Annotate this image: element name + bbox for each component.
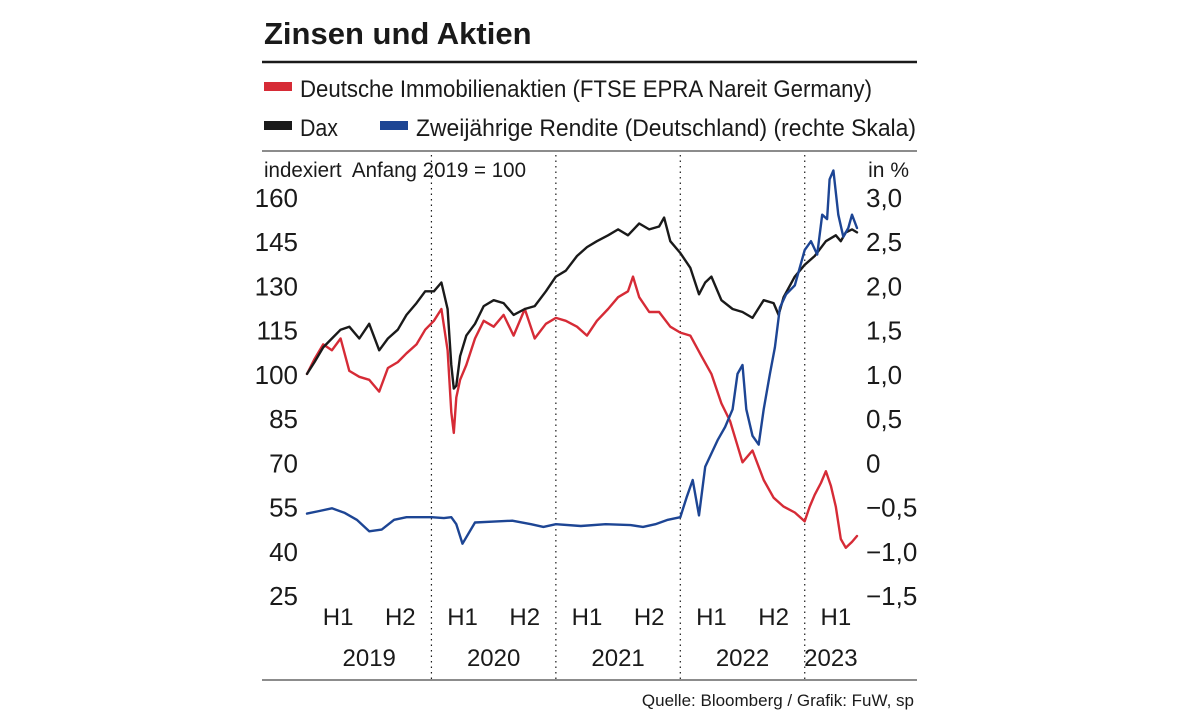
x-axis-labels: H1 H2 H1 H2 H1 H2 H1 H2 H1 2019 2020 2021 2022 2023 xyxy=(323,604,858,672)
x-year-label: 2022 xyxy=(716,645,769,672)
x-half-label: H2 xyxy=(385,604,416,631)
left-tick-label: 160 xyxy=(255,183,298,213)
right-axis-ticks: 3,0 2,5 2,0 1,5 1,0 0,5 0 −0,5 −1,0 −1,5 xyxy=(866,183,917,611)
series-line-immobilien xyxy=(305,275,859,549)
x-half-label: H1 xyxy=(447,604,478,631)
x-year-label: 2023 xyxy=(804,645,857,672)
legend-swatch-rendite xyxy=(380,121,408,130)
x-year-label: 2021 xyxy=(591,645,644,672)
x-half-label: H1 xyxy=(323,604,354,631)
right-tick-label: −1,5 xyxy=(866,581,917,611)
left-tick-label: 115 xyxy=(257,316,298,346)
legend: Deutsche Immobilienaktien (FTSE EPRA Nar… xyxy=(264,76,916,142)
left-tick-label: 40 xyxy=(269,537,298,567)
legend-swatch-immobilien xyxy=(264,82,292,91)
source-note: Quelle: Bloomberg / Grafik: FuW, sp xyxy=(642,691,914,710)
x-half-label: H2 xyxy=(758,604,789,631)
left-tick-label: 130 xyxy=(255,271,298,301)
right-tick-label: 3,0 xyxy=(866,183,902,213)
right-tick-label: 1,0 xyxy=(866,360,902,390)
x-year-label: 2020 xyxy=(467,645,520,672)
legend-label-dax: Dax xyxy=(300,115,338,142)
right-tick-label: 0 xyxy=(866,448,880,478)
left-tick-label: 25 xyxy=(269,581,298,611)
left-tick-label: 70 xyxy=(269,448,298,478)
legend-swatch-dax xyxy=(264,121,292,130)
right-tick-label: −1,0 xyxy=(866,537,917,567)
x-half-label: H1 xyxy=(696,604,727,631)
right-axis-label: in % xyxy=(868,159,909,182)
left-tick-label: 55 xyxy=(269,493,298,523)
series xyxy=(305,169,859,549)
left-axis-label: indexiert Anfang 2019 = 100 xyxy=(264,159,526,182)
left-tick-label: 100 xyxy=(255,360,298,390)
right-tick-label: 2,5 xyxy=(866,227,902,257)
x-half-label: H1 xyxy=(821,604,852,631)
left-axis-ticks: 160 145 130 115 100 85 70 55 40 25 xyxy=(255,183,298,611)
right-tick-label: 1,5 xyxy=(866,316,902,346)
x-year-label: 2019 xyxy=(343,645,396,672)
legend-label-immobilien: Deutsche Immobilienaktien (FTSE EPRA Nar… xyxy=(300,76,872,103)
legend-label-rendite: Zweijährige Rendite (Deutschland) (recht… xyxy=(416,115,916,142)
right-tick-label: 0,5 xyxy=(866,404,902,434)
left-tick-label: 145 xyxy=(255,227,298,257)
x-half-label: H2 xyxy=(634,604,665,631)
chart-title: Zinsen und Aktien xyxy=(264,16,532,51)
right-tick-label: 2,0 xyxy=(866,271,902,301)
series-line-rendite xyxy=(305,169,859,545)
series-line-dax xyxy=(305,216,859,390)
left-tick-label: 85 xyxy=(269,404,298,434)
x-half-label: H1 xyxy=(572,604,603,631)
x-half-label: H2 xyxy=(509,604,540,631)
right-tick-label: −0,5 xyxy=(866,493,917,523)
